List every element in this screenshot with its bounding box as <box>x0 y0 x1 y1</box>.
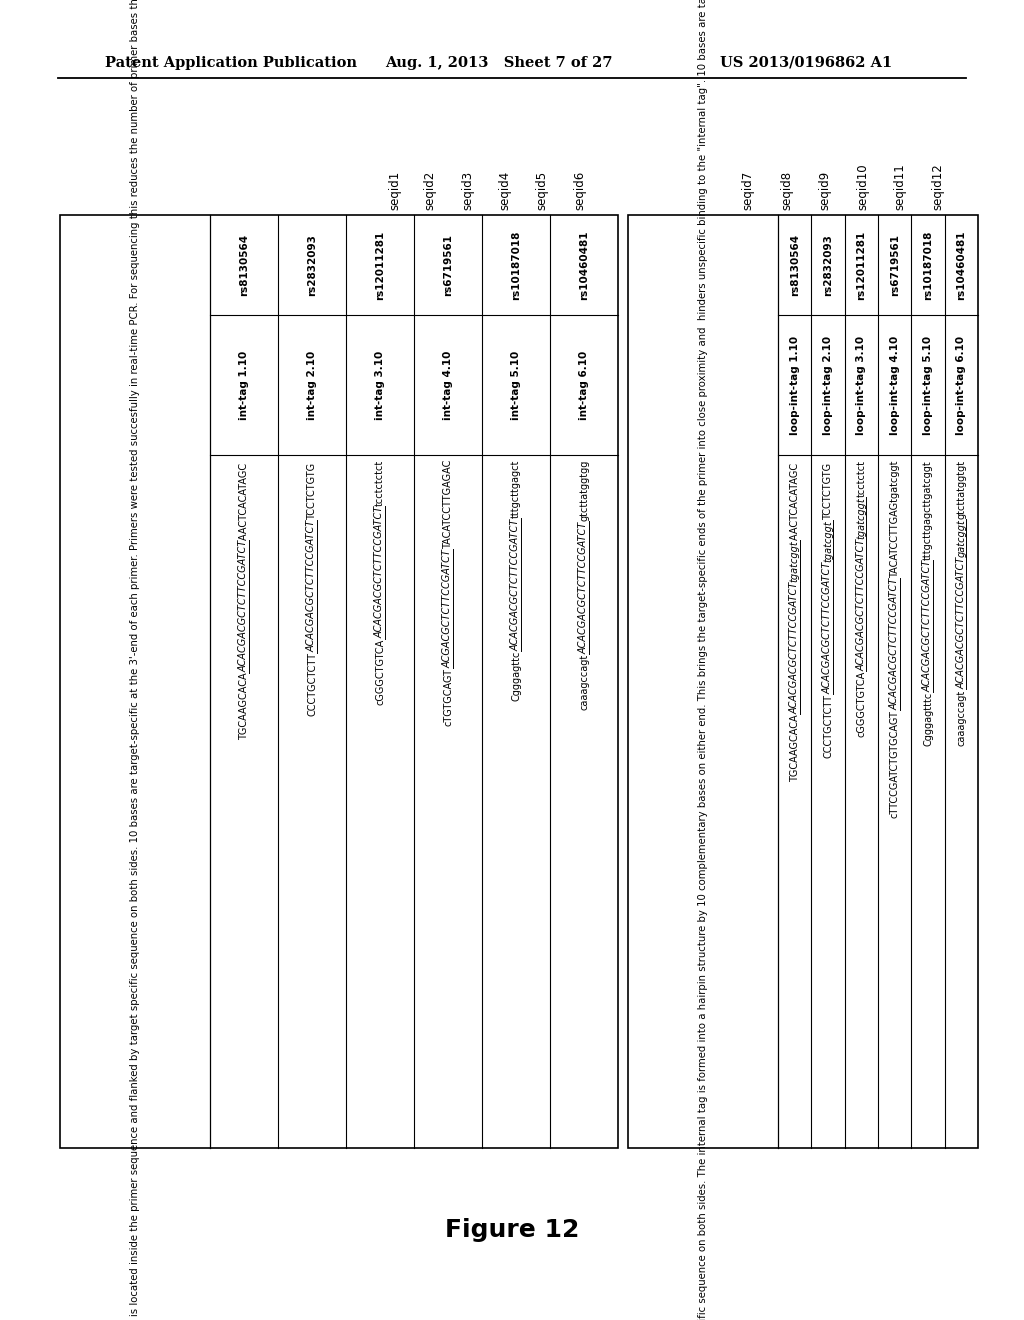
Bar <box>60 215 618 1148</box>
Text: rs10187018: rs10187018 <box>923 230 933 300</box>
Text: loop-int-tag 3.10: loop-int-tag 3.10 <box>856 335 866 434</box>
Text: seqid9: seqid9 <box>818 170 831 210</box>
Text: gtcttatggtgg: gtcttatggtgg <box>579 459 589 521</box>
Text: rs2832093: rs2832093 <box>823 234 833 296</box>
Text: ACGACGCTCTTCCGATCT: ACGACGCTCTTCCGATCT <box>443 549 453 668</box>
Text: TGCAAGCACA: TGCAAGCACA <box>239 672 249 741</box>
Text: ACACGACGCTCTTCCGATCT: ACACGACGCTCTTCCGATCT <box>579 521 589 653</box>
Text: ACACGACGCTCTTCCGATCT: ACACGACGCTCTTCCGATCT <box>956 557 967 689</box>
Text: ACACGACGCTCTTCCGATCT: ACACGACGCTCTTCCGATCT <box>923 560 933 692</box>
Text: Patent Application Publication: Patent Application Publication <box>105 55 357 70</box>
Text: int-tag 5.10: int-tag 5.10 <box>511 350 521 420</box>
Text: rs12011281: rs12011281 <box>375 231 385 300</box>
Text: ACACGACGCTCTTCCGATCT: ACACGACGCTCTTCCGATCT <box>890 578 900 710</box>
Text: cTGTGCAGT: cTGTGCAGT <box>443 668 453 726</box>
Text: TGCAAGCACA: TGCAAGCACA <box>790 714 800 781</box>
Text: Aug. 1, 2013   Sheet 7 of 27: Aug. 1, 2013 Sheet 7 of 27 <box>385 55 612 70</box>
Text: tgatcggt: tgatcggt <box>790 540 800 582</box>
Text: int-tag 1.10: int-tag 1.10 <box>239 350 249 420</box>
Text: Figure 12: Figure 12 <box>444 1218 580 1242</box>
Text: rs6719561: rs6719561 <box>890 234 900 296</box>
Text: seqid11: seqid11 <box>894 164 906 210</box>
Text: loop-int-tag 4.10: loop-int-tag 4.10 <box>890 335 900 434</box>
Text: CCCTGCTCTT: CCCTGCTCTT <box>823 694 833 758</box>
Text: rs10460481: rs10460481 <box>579 230 589 300</box>
Text: Cgggagtttc: Cgggagtttc <box>923 692 933 746</box>
Text: ACACGACGCTCTTCCGATCT: ACACGACGCTCTTCCGATCT <box>307 520 317 652</box>
Text: AACTCACATAGC: AACTCACATAGC <box>790 459 800 540</box>
Text: seqid3: seqid3 <box>462 170 474 210</box>
Text: ACACGACGCTCTTCCGATCT: ACACGACGCTCTTCCGATCT <box>239 540 249 672</box>
Text: The sequencing-adaptor sequence is located inside the primer sequence and flanke: The sequencing-adaptor sequence is locat… <box>698 0 708 1320</box>
Text: TACATCCTTGAGtgatcggt: TACATCCTTGAGtgatcggt <box>890 459 900 578</box>
Text: cTTCCGATCTGTGCAGT: cTTCCGATCTGTGCAGT <box>890 710 900 817</box>
Text: seqid4: seqid4 <box>499 170 512 210</box>
Text: tcctctct: tcctctct <box>856 459 866 498</box>
Text: int-tag 2.10: int-tag 2.10 <box>307 350 317 420</box>
Text: TACATCCTTGAGAC: TACATCCTTGAGAC <box>443 459 453 549</box>
Text: rs2832093: rs2832093 <box>307 234 317 296</box>
Text: caaagccagt: caaagccagt <box>956 689 967 746</box>
Text: ACACGACGCTCTTCCGATCT: ACACGACGCTCTTCCGATCT <box>856 539 866 671</box>
Text: seqid1: seqid1 <box>388 170 401 210</box>
Text: tttgcttgagct: tttgcttgagct <box>511 459 521 519</box>
Text: int-tag 4.10: int-tag 4.10 <box>443 350 453 420</box>
Text: TCCTCTGTG: TCCTCTGTG <box>307 459 317 520</box>
Text: ACACGACGCTCTTCCGATCT: ACACGACGCTCTTCCGATCT <box>375 507 385 639</box>
Text: seqid5: seqid5 <box>536 170 549 210</box>
Text: seqid6: seqid6 <box>573 170 587 210</box>
Text: rs10187018: rs10187018 <box>511 230 521 300</box>
Bar <box>628 215 978 1148</box>
Text: rs6719561: rs6719561 <box>443 234 453 296</box>
Text: Cgggagttc: Cgggagttc <box>511 651 521 701</box>
Text: seqid10: seqid10 <box>856 164 869 210</box>
Text: cGGGCTGTCA: cGGGCTGTCA <box>375 639 385 705</box>
Text: loop-int-tag 1.10: loop-int-tag 1.10 <box>790 335 800 434</box>
Text: gatcggt: gatcggt <box>956 519 967 557</box>
Text: loop-int-tag 2.10: loop-int-tag 2.10 <box>823 335 833 434</box>
Text: seqid2: seqid2 <box>424 170 436 210</box>
Text: The sequencing-adaptor sequence is located inside the primer sequence and flanke: The sequencing-adaptor sequence is locat… <box>130 0 140 1320</box>
Text: seqid8: seqid8 <box>780 170 794 210</box>
Text: int-tag 3.10: int-tag 3.10 <box>375 350 385 420</box>
Text: cGGGCTGTCA: cGGGCTGTCA <box>856 671 866 738</box>
Text: rs10460481: rs10460481 <box>956 230 967 300</box>
Text: rs12011281: rs12011281 <box>856 231 866 300</box>
Text: US 2013/0196862 A1: US 2013/0196862 A1 <box>720 55 892 70</box>
Text: tgatcggt: tgatcggt <box>856 498 866 539</box>
Text: CCCTGCTCTT: CCCTGCTCTT <box>307 652 317 717</box>
Text: tttgcttgagcttgatcggt: tttgcttgagcttgatcggt <box>923 459 933 560</box>
Text: int-tag 6.10: int-tag 6.10 <box>579 350 589 420</box>
Text: seqid7: seqid7 <box>741 170 755 210</box>
Text: TCCTCTGTG: TCCTCTGTG <box>823 459 833 520</box>
Text: ACACGACGCTCTTCCGATCT: ACACGACGCTCTTCCGATCT <box>790 582 800 714</box>
Text: ACACGACGCTCTTCCGATCT: ACACGACGCTCTTCCGATCT <box>823 562 833 694</box>
Text: gtcttatggtgt: gtcttatggtgt <box>956 459 967 519</box>
Text: seqid12: seqid12 <box>932 164 944 210</box>
Text: ACACGACGCTCTTCCGATCT: ACACGACGCTCTTCCGATCT <box>511 519 521 651</box>
Text: rs8130564: rs8130564 <box>239 234 249 296</box>
Text: tcctctctct: tcctctctct <box>375 459 385 507</box>
Text: loop-int-tag 5.10: loop-int-tag 5.10 <box>923 335 933 434</box>
Text: loop-int-tag 6.10: loop-int-tag 6.10 <box>956 335 967 434</box>
Text: tgatcggt: tgatcggt <box>823 520 833 562</box>
Text: caaagccagt: caaagccagt <box>579 653 589 710</box>
Text: AACTCACATAGC: AACTCACATAGC <box>239 459 249 540</box>
Text: rs8130564: rs8130564 <box>790 234 800 296</box>
